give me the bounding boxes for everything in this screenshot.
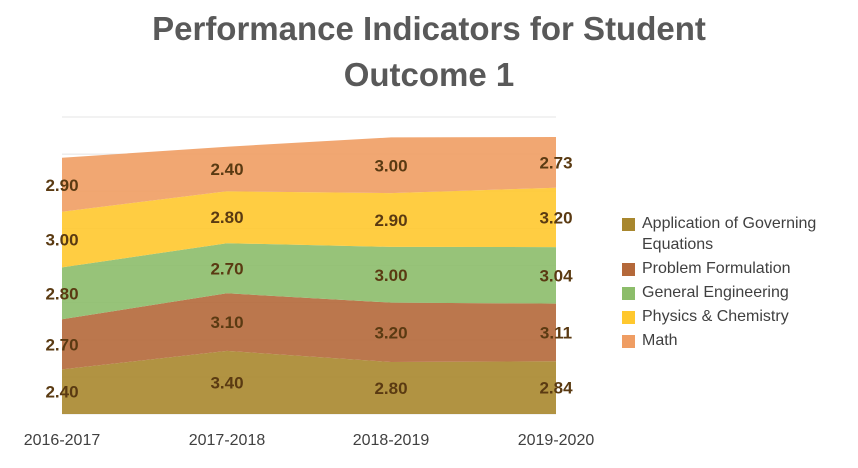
data-label: 2.40 [45,383,78,402]
legend-label: Math [642,332,678,349]
data-label: 3.10 [210,313,243,332]
legend-item: Math [622,330,852,351]
legend-label: Problem Formulation [642,260,791,277]
data-label: 3.00 [374,156,407,175]
data-label: 3.04 [539,266,573,285]
chart-title-line-1: Performance Indicators for Student [152,10,706,47]
area-series-math [62,137,556,212]
area-series-problem-formulation [62,293,556,370]
data-label: 3.00 [374,266,407,285]
data-label: 2.80 [210,208,243,227]
x-tick-label: 2016-2017 [24,432,101,449]
legend-item: Application of Governing Equations [622,213,852,255]
legend-item: Physics & Chemistry [622,306,852,327]
data-label: 2.70 [210,259,243,278]
legend-label: General Engineering [642,284,789,301]
legend-swatch [622,287,635,300]
data-label: 2.73 [539,153,572,172]
legend-swatch [622,311,635,324]
x-tick-label: 2017-2018 [189,432,266,449]
data-label: 2.40 [210,160,243,179]
data-label: 3.40 [210,373,243,392]
x-tick-label: 2019-2020 [518,432,595,449]
legend-item: Problem Formulation [622,258,852,279]
data-label: 3.11 [540,323,572,342]
area-series-application-of-governing-equations [62,350,556,414]
area-series-general-engineering [62,243,556,320]
legend-label: Physics & Chemistry [642,308,789,325]
legend: Application of Governing Equations Proble… [622,213,852,354]
legend-item: General Engineering [622,282,852,303]
legend-swatch [622,218,635,231]
data-label: 2.80 [45,284,78,303]
data-label: 2.70 [45,335,78,354]
data-label: 2.80 [374,379,407,398]
chart-title-line-2: Outcome 1 [343,56,515,93]
chart-title: Performance Indicators for Student Outco… [0,6,858,98]
data-label: 2.90 [374,211,407,230]
data-label: 2.90 [45,176,78,195]
x-tick-label: 2018-2019 [353,432,430,449]
legend-swatch [622,335,635,348]
legend-label: Application of Governing Equations [642,215,817,253]
data-label: 3.00 [45,231,78,250]
data-label: 3.20 [539,208,572,227]
area-series-physics-chemistry [62,187,556,268]
data-label: 2.84 [539,379,573,398]
data-label: 3.20 [374,323,407,342]
legend-swatch [622,263,635,276]
